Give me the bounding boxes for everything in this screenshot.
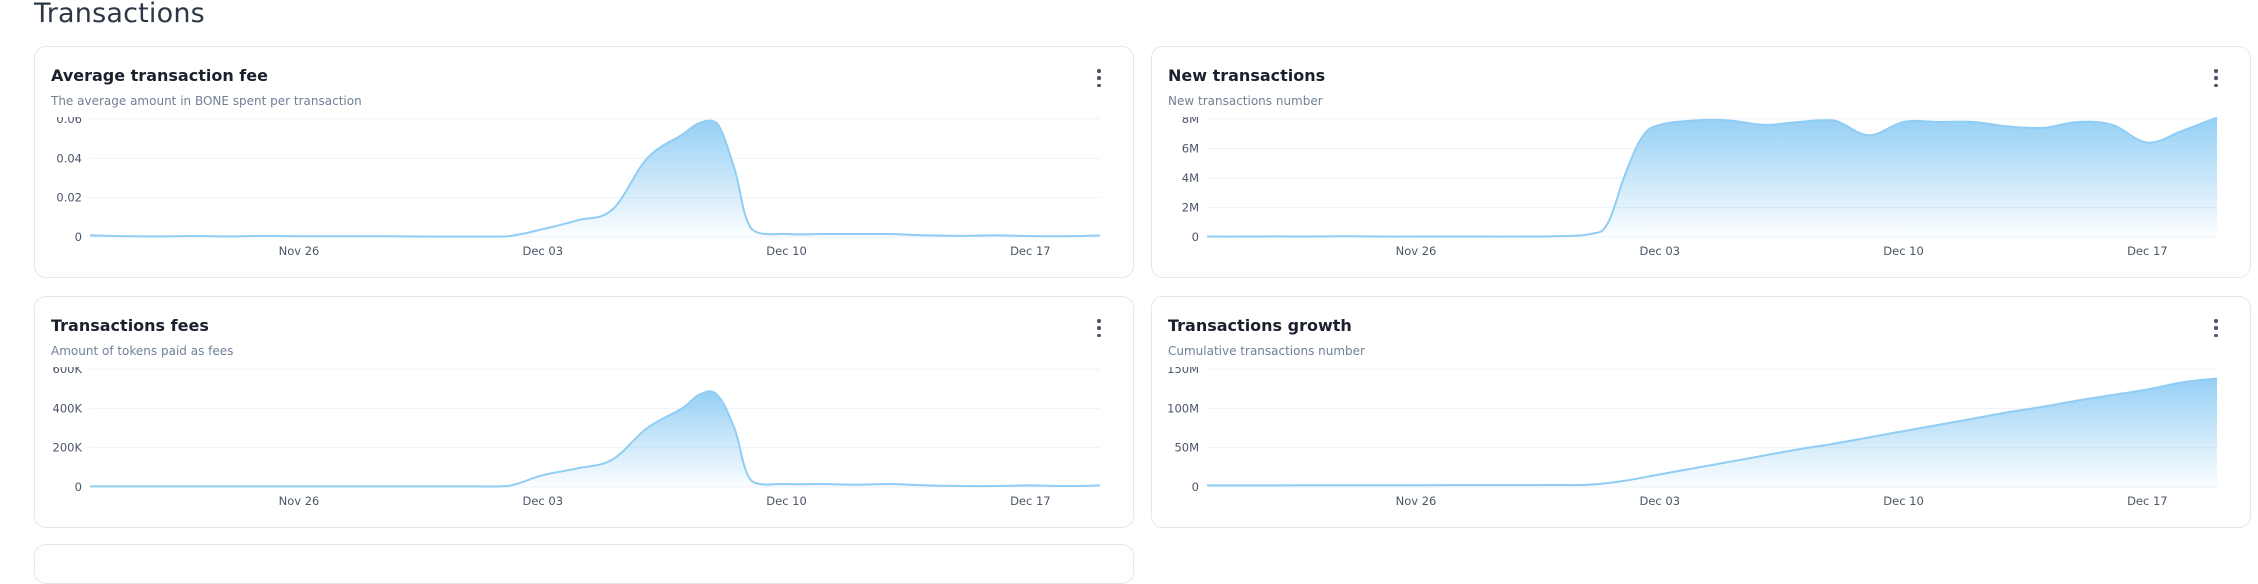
chart-subtitle: Amount of tokens paid as fees: [51, 344, 234, 358]
page-title: Transactions: [34, 0, 205, 29]
x-tick-label: Dec 10: [766, 244, 807, 258]
y-tick-label: 50M: [1174, 441, 1199, 455]
x-tick-label: Dec 03: [522, 244, 563, 258]
chart-svg: 0 200K 400K 600K Nov 26 Dec 03 Dec 10 Dec 17: [53, 367, 1101, 508]
series-line: [1206, 377, 2218, 487]
chart-card-tx-growth: Transactions growth Cumulative transacti…: [1151, 296, 2251, 528]
x-tick-label: Dec 17: [2127, 244, 2168, 258]
kebab-menu-icon[interactable]: [2210, 317, 2222, 339]
y-tick-label: 0: [1192, 230, 1199, 244]
series-line: [90, 390, 1101, 488]
y-tick-label: 0.02: [56, 191, 82, 205]
chart-card-tx-fees: Transactions fees Amount of tokens paid …: [34, 296, 1134, 528]
chart-subtitle: New transactions number: [1168, 94, 1323, 108]
x-tick-label: Dec 17: [1010, 494, 1051, 508]
x-tick-label: Dec 03: [522, 494, 563, 508]
kebab-menu-icon[interactable]: [1093, 317, 1105, 339]
y-tick-label: 200K: [53, 441, 83, 455]
chart-subtitle: The average amount in BONE spent per tra…: [51, 94, 362, 108]
y-tick-label: 0: [1192, 480, 1199, 494]
x-tick-label: Dec 10: [1883, 244, 1924, 258]
series-area: [90, 391, 1100, 487]
y-tick-label: 100M: [1167, 401, 1199, 415]
chart-title: New transactions: [1168, 66, 1326, 85]
x-tick-label: Dec 10: [766, 494, 807, 508]
chart-card-avg-fee: Average transaction fee The average amou…: [34, 46, 1134, 278]
chart-title: Transactions growth: [1168, 316, 1352, 335]
x-tick-label: Nov 26: [1396, 494, 1437, 508]
x-tick-label: Dec 03: [1639, 494, 1680, 508]
y-tick-label: 150M: [1167, 367, 1199, 376]
x-tick-label: Nov 26: [279, 494, 320, 508]
y-tick-label: 0: [75, 480, 82, 494]
y-tick-label: 4M: [1182, 171, 1199, 185]
chart-title: Average transaction fee: [51, 66, 268, 85]
chart-title: Transactions fees: [51, 316, 209, 335]
chart-card-partial: [34, 544, 1134, 584]
y-tick-label: 0: [75, 230, 82, 244]
chart-svg: 0 50M 100M 150M Nov 26 Dec 03 Dec 10 Dec 17: [1167, 367, 2218, 508]
x-tick-label: Nov 26: [279, 244, 320, 258]
y-tick-label: 8M: [1182, 117, 1199, 126]
series-area: [90, 120, 1100, 237]
y-tick-label: 600K: [53, 367, 83, 376]
y-tick-label: 6M: [1182, 142, 1199, 156]
y-tick-label: 2M: [1182, 201, 1199, 215]
x-tick-label: Dec 03: [1639, 244, 1680, 258]
chart-card-new-tx: New transactions New transactions number…: [1151, 46, 2251, 278]
chart-subtitle: Cumulative transactions number: [1168, 344, 1365, 358]
series-area: [1207, 378, 2217, 487]
y-tick-label: 0.06: [56, 117, 82, 126]
x-tick-label: Dec 17: [2127, 494, 2168, 508]
x-tick-label: Dec 10: [1883, 494, 1924, 508]
y-tick-label: 0.04: [56, 151, 82, 165]
x-tick-label: Nov 26: [1396, 244, 1437, 258]
chart-svg: 0 0.02 0.04 0.06 Nov 26 Dec 03 Dec 10 Dec 17: [56, 117, 1101, 258]
x-tick-label: Dec 17: [1010, 244, 1051, 258]
series-area: [1207, 117, 2217, 237]
kebab-menu-icon[interactable]: [1093, 67, 1105, 89]
kebab-menu-icon[interactable]: [2210, 67, 2222, 89]
y-tick-label: 400K: [53, 401, 83, 415]
series-line: [1206, 117, 2218, 238]
chart-svg: 0 2M 4M 6M 8M Nov 26 Dec 03 Dec 10 Dec 17: [1182, 117, 2218, 258]
series-line: [89, 119, 1101, 238]
